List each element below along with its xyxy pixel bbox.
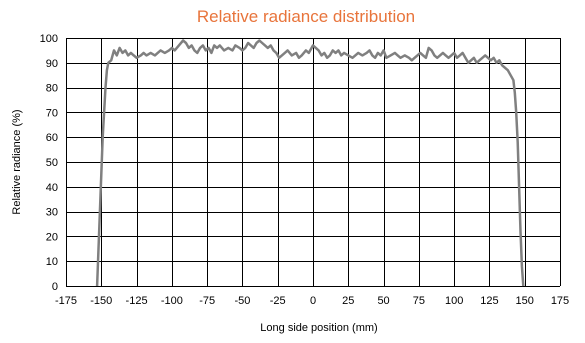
y-tick-label: 50: [46, 157, 58, 169]
x-tick-label: 175: [551, 295, 569, 307]
x-tick-label: 50: [377, 295, 389, 307]
grid-layer: [66, 38, 561, 287]
x-axis-title: Long side position (mm): [260, 322, 377, 334]
x-tick-label: 125: [480, 295, 498, 307]
y-tick-label: 0: [52, 281, 58, 293]
y-tick-label: 20: [46, 231, 58, 243]
y-tick-label: 40: [46, 182, 58, 194]
y-tick-label: 100: [40, 33, 58, 45]
y-tick-label: 60: [46, 132, 58, 144]
x-tick-label: -175: [55, 295, 77, 307]
y-tick-label: 70: [46, 107, 58, 119]
x-tick-label: -50: [234, 295, 250, 307]
x-tick-label: 75: [413, 295, 425, 307]
tick-layer: -175 -150 -125 -100 -75 -50 -25 0 25 50 75 100 125 15…: [40, 33, 570, 307]
x-tick-label: -75: [199, 295, 215, 307]
x-tick-label: 25: [342, 295, 354, 307]
radiance-series-line: [95, 39, 525, 287]
chart-title: Relative radiance distribution: [197, 7, 415, 26]
y-tick-label: 80: [46, 83, 58, 95]
y-tick-label: 30: [46, 207, 58, 219]
x-tick-label: -125: [126, 295, 148, 307]
x-tick-label: 150: [516, 295, 534, 307]
x-tick-label: -100: [161, 295, 183, 307]
x-tick-label: 100: [445, 295, 463, 307]
x-tick-label: 0: [310, 295, 316, 307]
x-tick-label: -25: [270, 295, 286, 307]
series-layer: [95, 39, 525, 287]
y-axis-title: Relative radiance (%): [11, 109, 23, 214]
y-tick-label: 10: [46, 256, 58, 268]
x-tick-label: -150: [90, 295, 112, 307]
y-tick-label: 90: [46, 58, 58, 70]
